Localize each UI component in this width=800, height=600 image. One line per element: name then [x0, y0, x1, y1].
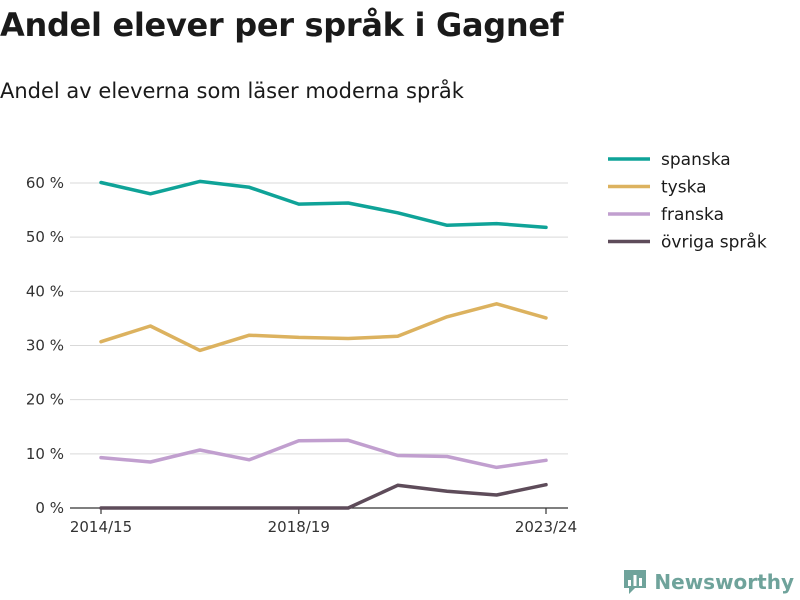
- chart-title: Andel elever per språk i Gagnef: [0, 6, 564, 44]
- data-series: [99, 179, 548, 510]
- bar-chart-icon: [624, 570, 647, 594]
- legend-label: övriga språk: [661, 232, 767, 253]
- y-tick-label: 60 %: [26, 174, 64, 192]
- brand-logo: Newsworthy: [622, 568, 794, 596]
- legend-label: spanska: [661, 150, 731, 170]
- y-tick-label: 30 %: [26, 337, 64, 355]
- grid-lines: [70, 182, 568, 455]
- brand-name: Newsworthy: [654, 570, 794, 594]
- x-tick-label: 2018/19: [268, 518, 330, 536]
- y-tick-label: 0 %: [35, 499, 64, 517]
- legend-label: franska: [661, 205, 724, 225]
- y-tick-label: 20 %: [26, 391, 64, 409]
- series-line-övriga-språk: [99, 482, 548, 510]
- y-tick-label: 10 %: [26, 445, 64, 463]
- x-tick-label: 2014/15: [70, 518, 132, 536]
- series-line-franska: [99, 438, 548, 470]
- series-line-tyska: [99, 302, 548, 353]
- y-tick-label: 40 %: [26, 282, 64, 300]
- legend: spanska tyska franska övriga språk: [608, 150, 767, 253]
- y-tick-label: 50 %: [26, 228, 64, 246]
- legend-label: tyska: [661, 178, 707, 198]
- chart-subtitle: Andel av eleverna som läser moderna språ…: [0, 79, 464, 103]
- x-tick-label: 2023/24: [515, 518, 577, 536]
- axes: 0 % 10 % 20 % 30 % 40 % 50 % 60 % 2014/15 2018/1…: [26, 174, 577, 536]
- series-line-spanska: [99, 179, 548, 230]
